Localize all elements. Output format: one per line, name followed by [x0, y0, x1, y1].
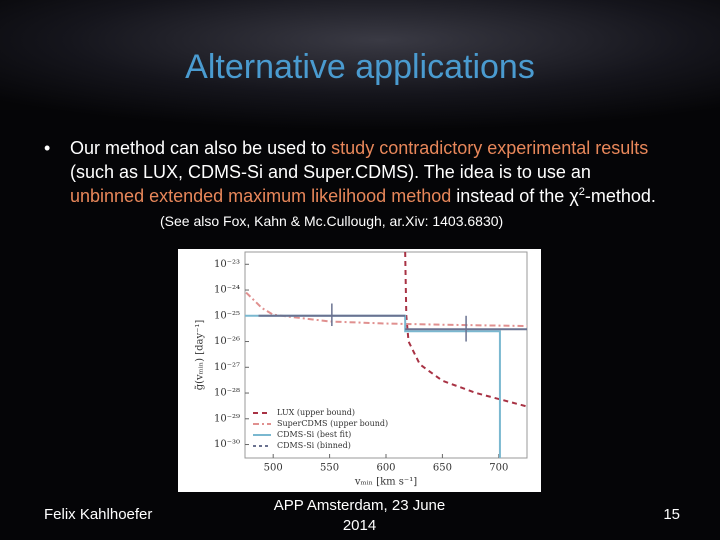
x-tick-label: 550: [320, 463, 339, 474]
bullet: • Our method can also be used to study c…: [44, 136, 664, 233]
x-tick-label: 650: [433, 463, 452, 474]
bullet-segment: study contradictory experimental results: [331, 138, 649, 158]
x-tick-label: 500: [264, 463, 283, 474]
bullet-segment: unbinned extended maximum likelihood met…: [70, 186, 452, 206]
footer-author: Felix Kahlhoefer: [44, 506, 153, 523]
y-tick-label: 10⁻²⁹: [214, 413, 240, 424]
x-tick-label: 700: [489, 463, 508, 474]
bullet-segment: Our method can also be used to: [70, 138, 332, 158]
footer-event: APP Amsterdam, 23 June 2014: [273, 497, 446, 534]
y-tick-label: 10⁻³⁰: [214, 439, 240, 450]
legend-label: CDMS-Si (binned): [277, 441, 351, 450]
y-tick-label: 10⁻²⁴: [214, 285, 240, 296]
bullet-segment: -method.: [584, 186, 656, 206]
y-tick-label: 10⁻²⁶: [214, 336, 240, 347]
y-tick-label: 10⁻²⁷: [214, 362, 240, 373]
bullet-segment: instead of the χ: [451, 186, 579, 206]
x-tick-label: 600: [376, 463, 395, 474]
legend-label: SuperCDMS (upper bound): [277, 419, 388, 428]
legend-label: LUX (upper bound): [277, 408, 355, 417]
bullet-dot: •: [44, 138, 51, 158]
legend-label: CDMS-Si (best fit): [277, 430, 351, 439]
reference-note: (See also Fox, Kahn & Mc.Cullough, ar.Xi…: [160, 213, 504, 229]
x-axis-label: vₘᵢₙ [km s⁻¹]: [354, 477, 417, 488]
footer-page: 15: [663, 506, 680, 523]
bullet-segment: (such as LUX, CDMS-Si and Super.CDMS). T…: [70, 162, 591, 182]
figure-background: [178, 249, 541, 492]
y-tick-label: 10⁻²⁵: [214, 310, 240, 321]
y-tick-label: 10⁻²³: [214, 259, 240, 270]
y-tick-label: 10⁻²⁸: [214, 388, 240, 399]
bullet-segment: 2: [578, 186, 585, 198]
y-axis-label: g̃(vₘᵢₙ) [day⁻¹]: [195, 320, 206, 391]
series-line: [404, 251, 528, 408]
bullet-text: Our method can also be used to study con…: [70, 136, 664, 233]
slide-title: Alternative applications: [185, 48, 535, 86]
